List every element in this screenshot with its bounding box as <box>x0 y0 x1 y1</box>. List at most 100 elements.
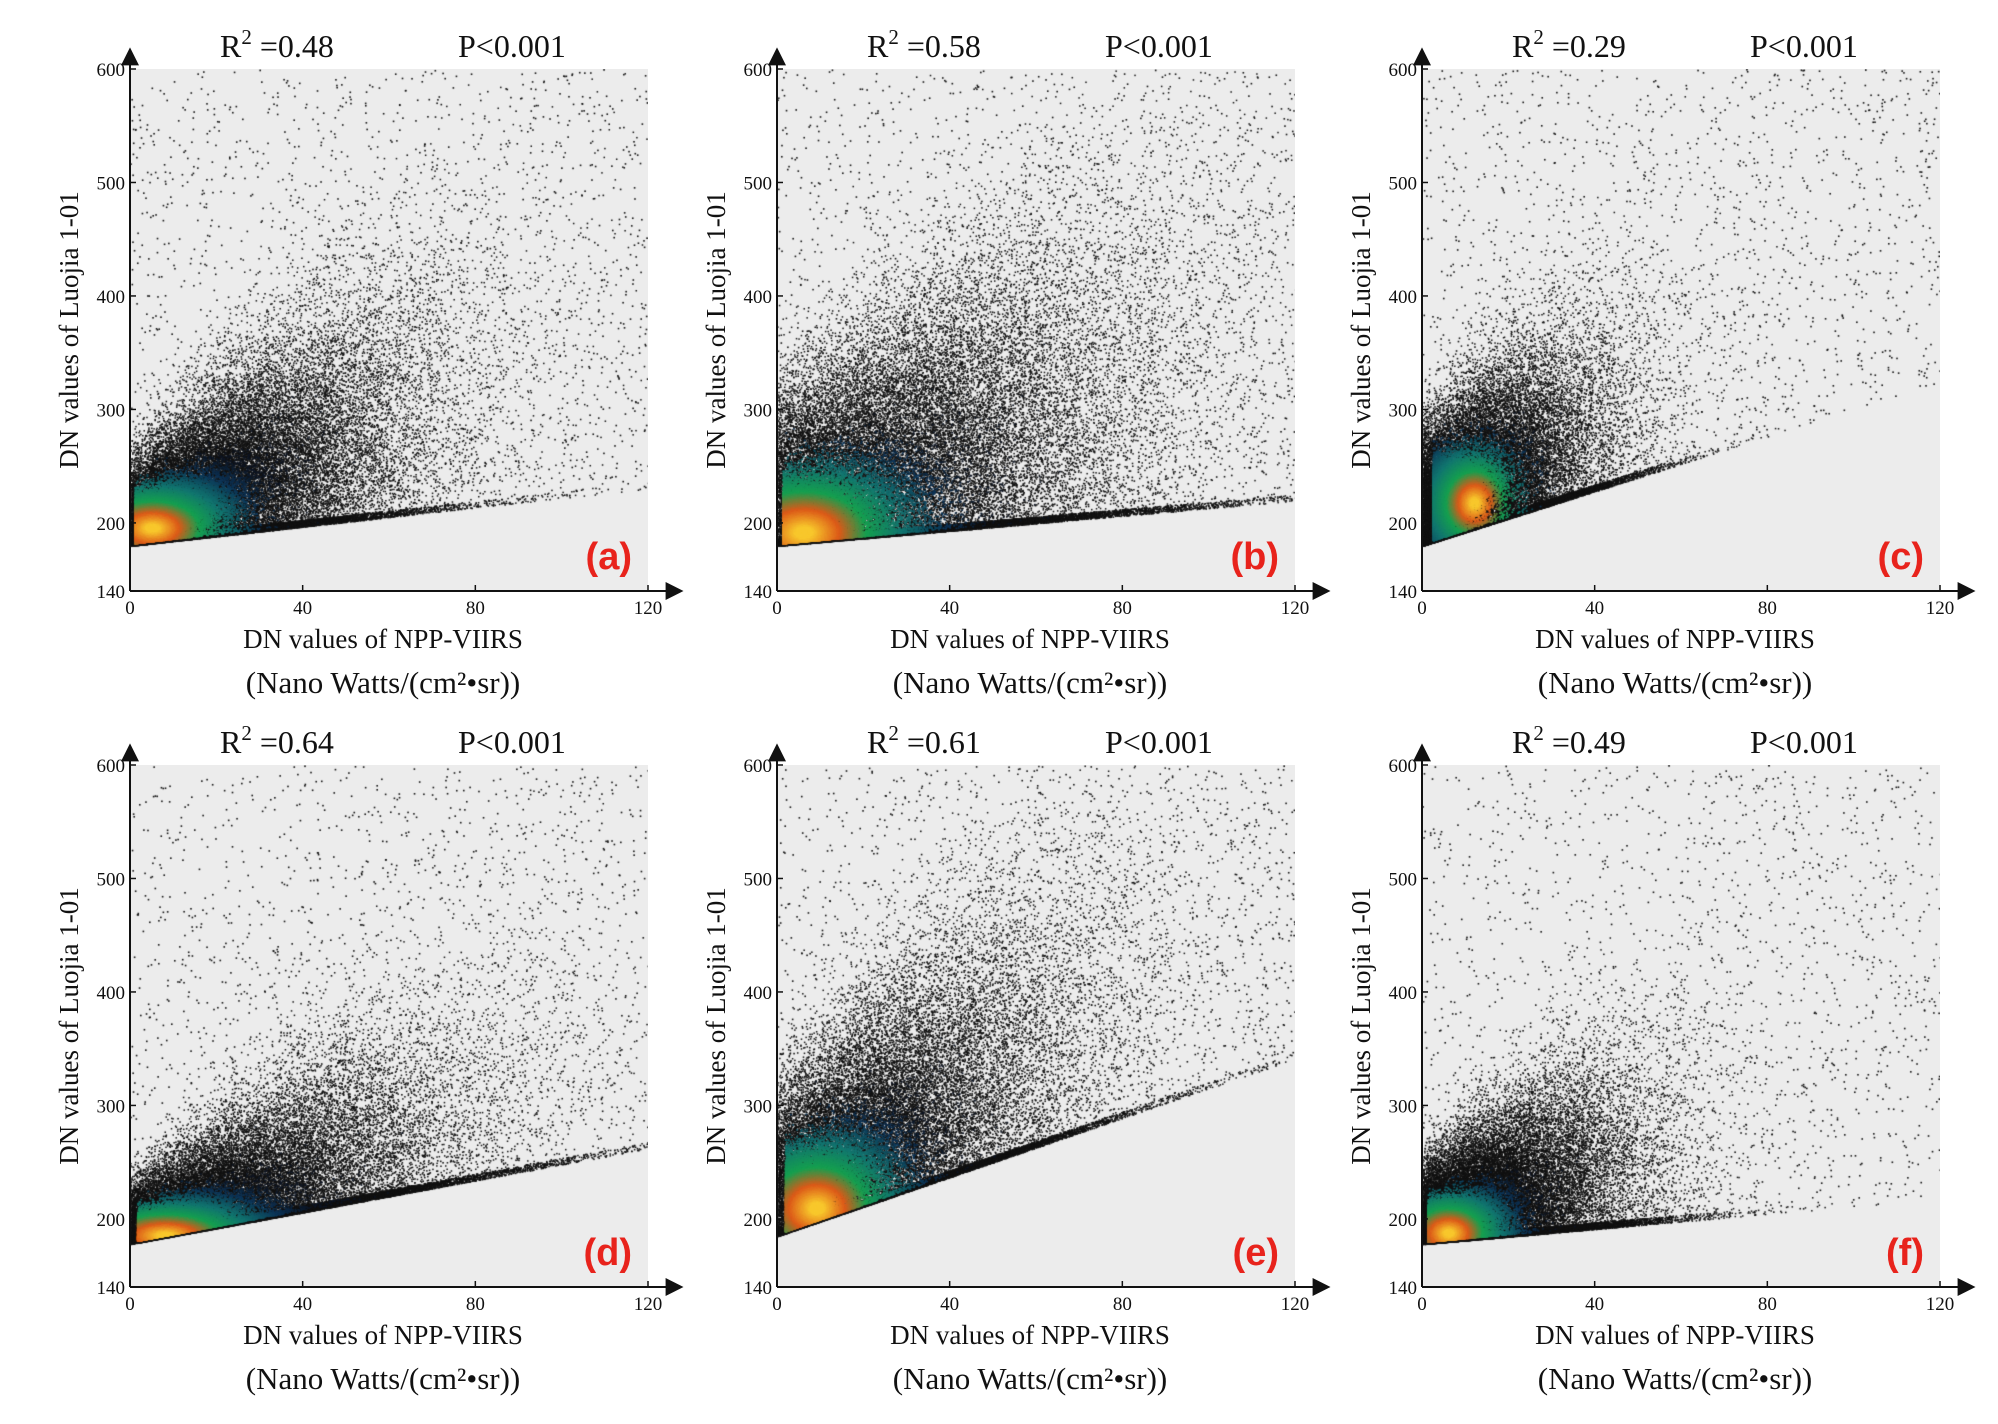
panel-label: (c) <box>1878 536 1924 578</box>
r-squared-label: R2 =0.48 <box>220 25 334 64</box>
y-axis-label: DN values of Luojia 1-01 <box>701 887 731 1164</box>
panel-label: (a) <box>586 536 632 578</box>
x-tick-label: 40 <box>940 598 959 619</box>
scatter-points <box>1422 69 1940 591</box>
x-tick-label: 40 <box>940 1294 959 1315</box>
panel-label: (e) <box>1233 1232 1279 1274</box>
y-tick-label: 500 <box>97 173 126 194</box>
y-tick-label: 500 <box>97 869 126 890</box>
y-tick-label: 400 <box>1389 983 1418 1004</box>
panel-a: 0 40 80 120 140 200 300 400 500 600 DN values of L… <box>54 25 684 700</box>
p-value-label: P<0.001 <box>1105 724 1213 760</box>
y-tick-label: 200 <box>1389 1210 1418 1231</box>
x-tick-label: 0 <box>125 598 135 619</box>
y-tick-label: 140 <box>97 1278 126 1299</box>
panel-c: 0 40 80 120 140 200 300 400 500 600 DN values of L… <box>1346 25 1976 700</box>
x-axis-unit: (Nano Watts/(cm²•sr)) <box>1538 665 1812 700</box>
y-tick-label: 140 <box>744 1278 773 1299</box>
y-tick-label: 200 <box>744 514 773 535</box>
x-tick-label: 40 <box>293 598 312 619</box>
y-tick-label: 140 <box>744 582 773 603</box>
y-axis-label: DN values of Luojia 1-01 <box>1346 887 1376 1164</box>
x-tick-label: 0 <box>1417 1294 1427 1315</box>
p-value-label: P<0.001 <box>458 28 566 64</box>
r-squared-label: R2 =0.61 <box>867 721 981 760</box>
y-tick-label: 300 <box>744 1096 773 1117</box>
y-tick-label: 300 <box>1389 1096 1418 1117</box>
y-tick-label: 600 <box>97 756 126 777</box>
y-tick-label: 200 <box>744 1210 773 1231</box>
x-axis-label: DN values of NPP-VIIRS <box>1535 1320 1815 1350</box>
y-tick-label: 300 <box>1389 400 1418 421</box>
y-tick-label: 200 <box>97 1210 126 1231</box>
y-tick-label: 400 <box>744 287 773 308</box>
p-value-label: P<0.001 <box>1105 28 1213 64</box>
x-tick-label: 0 <box>772 598 782 619</box>
x-tick-label: 40 <box>1585 1294 1604 1315</box>
y-tick-label: 140 <box>1389 582 1418 603</box>
x-axis-unit: (Nano Watts/(cm²•sr)) <box>246 1361 520 1396</box>
panel-e: 0 40 80 120 140 200 300 400 500 600 DN values of L… <box>701 721 1331 1396</box>
x-tick-label: 0 <box>1417 598 1427 619</box>
y-tick-label: 400 <box>97 983 126 1004</box>
x-axis-label: DN values of NPP-VIIRS <box>890 624 1170 654</box>
x-tick-label: 80 <box>466 1294 485 1315</box>
scatter-points <box>130 765 648 1287</box>
r-squared-label: R2 =0.49 <box>1512 721 1626 760</box>
y-axis-label: DN values of Luojia 1-01 <box>701 191 731 468</box>
x-tick-label: 0 <box>772 1294 782 1315</box>
x-tick-label: 40 <box>1585 598 1604 619</box>
r-squared-label: R2 =0.64 <box>220 721 334 760</box>
scatter-points <box>130 69 648 591</box>
scatter-points <box>777 765 1295 1287</box>
x-axis-label: DN values of NPP-VIIRS <box>243 624 523 654</box>
x-tick-label: 120 <box>634 1294 663 1315</box>
p-value-label: P<0.001 <box>1750 28 1858 64</box>
p-value-label: P<0.001 <box>458 724 566 760</box>
x-tick-label: 120 <box>1281 598 1310 619</box>
y-tick-label: 500 <box>1389 869 1418 890</box>
x-tick-label: 80 <box>1758 598 1777 619</box>
y-tick-label: 400 <box>744 983 773 1004</box>
panel-b: 0 40 80 120 140 200 300 400 500 600 DN values of L… <box>701 25 1331 700</box>
y-axis-label: DN values of Luojia 1-01 <box>54 191 84 468</box>
x-axis-unit: (Nano Watts/(cm²•sr)) <box>893 1361 1167 1396</box>
y-tick-label: 140 <box>97 582 126 603</box>
y-tick-label: 400 <box>1389 287 1418 308</box>
y-tick-label: 500 <box>744 869 773 890</box>
x-axis-label: DN values of NPP-VIIRS <box>243 1320 523 1350</box>
scatter-points <box>777 69 1295 591</box>
y-tick-label: 600 <box>1389 60 1418 81</box>
r-squared-label: R2 =0.58 <box>867 25 981 64</box>
y-tick-label: 300 <box>97 400 126 421</box>
x-tick-label: 120 <box>634 598 663 619</box>
x-axis-unit: (Nano Watts/(cm²•sr)) <box>893 665 1167 700</box>
x-tick-label: 120 <box>1281 1294 1310 1315</box>
y-tick-label: 600 <box>97 60 126 81</box>
x-axis-unit: (Nano Watts/(cm²•sr)) <box>246 665 520 700</box>
y-tick-label: 500 <box>744 173 773 194</box>
panel-label: (b) <box>1230 536 1279 578</box>
x-tick-label: 40 <box>293 1294 312 1315</box>
x-tick-label: 80 <box>1113 1294 1132 1315</box>
x-tick-label: 120 <box>1926 598 1955 619</box>
y-tick-label: 600 <box>744 756 773 777</box>
x-axis-label: DN values of NPP-VIIRS <box>1535 624 1815 654</box>
y-tick-label: 400 <box>97 287 126 308</box>
y-tick-label: 140 <box>1389 1278 1418 1299</box>
x-axis-unit: (Nano Watts/(cm²•sr)) <box>1538 1361 1812 1396</box>
x-tick-label: 80 <box>466 598 485 619</box>
y-tick-label: 600 <box>744 60 773 81</box>
p-value-label: P<0.001 <box>1750 724 1858 760</box>
x-tick-label: 120 <box>1926 1294 1955 1315</box>
x-tick-label: 80 <box>1113 598 1132 619</box>
y-tick-label: 300 <box>97 1096 126 1117</box>
panel-label: (d) <box>583 1232 632 1274</box>
y-tick-label: 300 <box>744 400 773 421</box>
scatter-points <box>1422 765 1940 1287</box>
x-tick-label: 0 <box>125 1294 135 1315</box>
y-axis-label: DN values of Luojia 1-01 <box>54 887 84 1164</box>
y-tick-label: 200 <box>1389 514 1418 535</box>
y-tick-label: 600 <box>1389 756 1418 777</box>
x-tick-label: 80 <box>1758 1294 1777 1315</box>
